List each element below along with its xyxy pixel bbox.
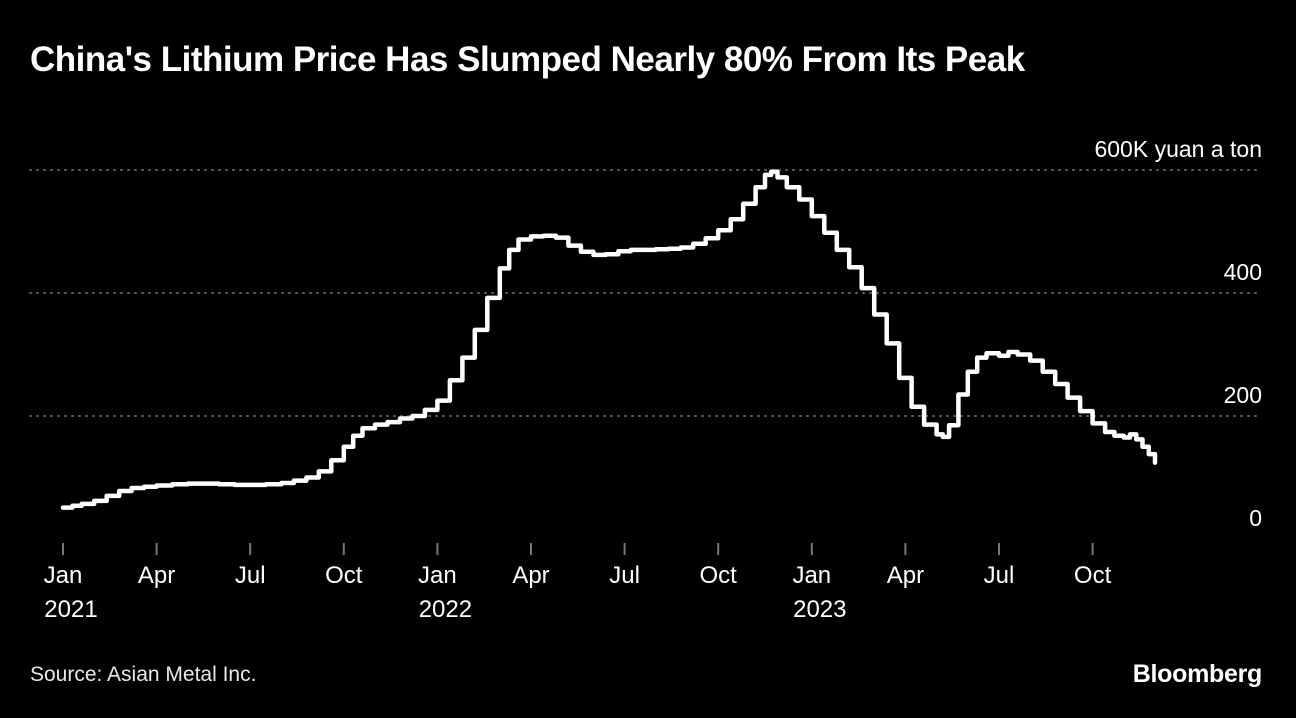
y-axis-label-0: 0: [1249, 505, 1262, 531]
x-axis-ticks: [62, 543, 1094, 555]
x-axis-label: Apr: [137, 562, 176, 589]
x-axis-year-label: 2021: [44, 596, 98, 623]
x-axis-label: Jan: [43, 562, 83, 589]
y-axis-label-600: 600K yuan a ton: [1094, 136, 1262, 162]
x-axis-label: Oct: [325, 562, 363, 589]
x-axis-label: Jul: [234, 562, 266, 589]
x-axis-label: Jan: [792, 562, 832, 589]
source-note: Source: Asian Metal Inc.: [30, 663, 257, 686]
y-axis-label-400: 400: [1223, 259, 1262, 285]
x-axis-label: Oct: [699, 562, 737, 589]
x-axis-label: Jul: [983, 562, 1015, 589]
bloomberg-logo: Bloomberg: [1132, 660, 1263, 688]
x-axis-label: Apr: [886, 562, 925, 589]
y-axis-label-200: 200: [1223, 382, 1262, 408]
x-axis-year-label: 2022: [418, 596, 473, 623]
x-axis-label: Jul: [609, 562, 640, 589]
gridlines: [29, 169, 1263, 417]
x-axis-label: Apr: [512, 562, 550, 589]
x-axis-year-label: 2023: [793, 596, 847, 623]
chart-title: China's Lithium Price Has Slumped Nearly…: [30, 40, 1025, 79]
x-axis-label: Oct: [1073, 562, 1112, 589]
price-line: [60, 169, 1158, 510]
x-axis-label: Jan: [418, 562, 457, 589]
